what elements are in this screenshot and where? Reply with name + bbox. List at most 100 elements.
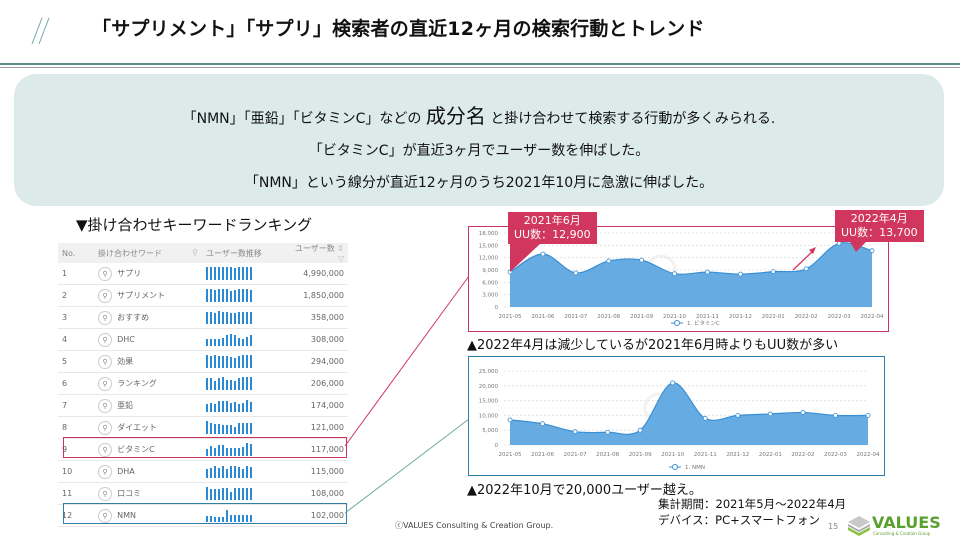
rank-number: 2 [58,284,94,307]
keyword-cell[interactable]: ⚲ 口コミ [94,482,202,505]
search-icon[interactable]: ⚲ [98,354,112,369]
svg-text:2022-01: 2022-01 [762,314,785,320]
search-icon[interactable]: ⚲ [98,310,112,325]
search-icon[interactable]: ⚲ [98,442,112,457]
svg-text:2021-08: 2021-08 [596,452,619,458]
page-number: 15 [828,522,839,531]
search-icon[interactable]: ⚲ [98,420,112,435]
user-count: 294,000 [288,350,348,373]
keyword-cell[interactable]: ⚲ 効果 [94,350,202,373]
table-row[interactable]: 4 ⚲ DHC 308,000 [58,328,348,351]
svg-text:2021-12: 2021-12 [726,452,749,458]
callout-pointer-left [510,244,540,272]
keyword-cell[interactable]: ⚲ おすすめ [94,306,202,329]
keyword-label: DHC [117,334,135,344]
search-icon[interactable]: ⚲ [98,486,112,501]
keyword-cell[interactable]: ⚲ NMN [94,504,202,527]
trend-sparkline [202,460,288,483]
trend-sparkline [202,394,288,417]
svg-text:0: 0 [495,305,499,311]
svg-text:2021-08: 2021-08 [597,314,620,320]
svg-text:2021-11: 2021-11 [696,314,719,320]
svg-text:10,000: 10,000 [479,413,499,419]
search-icon[interactable]: ⚲ [98,398,112,413]
keyword-cell[interactable]: ⚲ DHA [94,460,202,483]
col-word[interactable]: 掛け合わせワード ⚲ [94,243,202,263]
keyword-label: サプリメント [117,290,166,300]
col-users[interactable]: ユーザー数 ⇕ ▽ [288,243,348,263]
table-row[interactable]: 8 ⚲ ダイエット 121,000 [58,416,348,439]
search-icon[interactable]: ⚲ [192,247,198,257]
keyword-cell[interactable]: ⚲ 亜鉛 [94,394,202,417]
table-row[interactable]: 12 ⚲ NMN 102,000 [58,504,348,527]
rank-number: 1 [58,263,94,285]
rank-number: 8 [58,416,94,439]
search-icon[interactable]: ⚲ [98,288,112,303]
keyword-label: ダイエット [117,422,158,432]
rank-number: 10 [58,460,94,483]
keyword-cell[interactable]: ⚲ DHC [94,328,202,351]
keyword-label: NMN [117,510,136,520]
svg-text:2021-07: 2021-07 [564,452,587,458]
svg-text:5,000: 5,000 [482,428,498,434]
callout-june-2021: 2021年6月 UU数：12,900 [508,212,597,244]
svg-text:1. NMN: 1. NMN [685,465,705,471]
svg-text:2022-01: 2022-01 [759,452,782,458]
user-count: 1,850,000 [288,284,348,307]
logo-mark-icon [848,516,870,536]
rank-number: 3 [58,306,94,329]
period-label: 集計期間：2021年5月～2022年4月 [658,497,847,511]
table-row[interactable]: 11 ⚲ 口コミ 108,000 [58,482,348,505]
svg-text:2021-10: 2021-10 [661,452,684,458]
keyword-label: サプリ [117,268,142,278]
svg-text:2021-05: 2021-05 [499,452,522,458]
rank-number: 6 [58,372,94,395]
nmn-chart: 0 5,000 10,000 15,000 20,000 25,000 Dockpit 202… [468,356,885,476]
svg-text:1. ビタミンC: 1. ビタミンC [687,319,720,327]
callout-pointer-right [850,242,866,252]
table-row[interactable]: 9 ⚲ ビタミンC 117,000 [58,438,348,461]
trend-sparkline [202,504,288,527]
svg-text:9,000: 9,000 [482,268,498,274]
keyword-label: 口コミ [117,488,142,498]
vitaminc-chart: 0 3,000 6,000 9,000 12,000 15,000 18,000 Dockpi… [468,226,889,332]
svg-text:15,000: 15,000 [479,243,499,249]
keyword-cell[interactable]: ⚲ ランキング [94,372,202,395]
svg-text:2022-04: 2022-04 [861,314,884,320]
keyword-cell[interactable]: ⚲ ダイエット [94,416,202,439]
table-row[interactable]: 7 ⚲ 亜鉛 174,000 [58,394,348,417]
keyword-cell[interactable]: ⚲ サプリメント [94,284,202,307]
table-row[interactable]: 1 ⚲ サプリ 4,990,000 [58,263,348,285]
keyword-cell[interactable]: ⚲ サプリ [94,263,202,285]
svg-text:2021-06: 2021-06 [531,314,554,320]
table-row[interactable]: 2 ⚲ サプリメント 1,850,000 [58,284,348,307]
svg-text:2021-06: 2021-06 [531,452,554,458]
search-icon[interactable]: ⚲ [98,508,112,523]
trend-sparkline [202,372,288,395]
user-count: 121,000 [288,416,348,439]
trend-sparkline [202,328,288,351]
search-icon[interactable]: ⚲ [98,332,112,347]
sort-icon[interactable]: ⇕ [337,244,344,253]
filter-icon[interactable]: ▽ [337,254,344,263]
user-count: 102,000 [288,504,348,527]
summary-line-3: 「NMN」という線分が直近12ヶ月のうち2021年10月に急激に伸ばした。 [244,175,714,191]
table-row[interactable]: 6 ⚲ ランキング 206,000 [58,372,348,395]
svg-text:2022-02: 2022-02 [795,314,818,320]
trend-sparkline [202,263,288,285]
table-row[interactable]: 10 ⚲ DHA 115,000 [58,460,348,483]
search-icon[interactable]: ⚲ [98,376,112,391]
copyright: ⓒVALUES Consulting & Creation Group. [395,521,554,530]
svg-text:2022-03: 2022-03 [828,314,851,320]
search-icon[interactable]: ⚲ [98,464,112,479]
search-icon[interactable]: ⚲ [98,266,112,281]
table-row[interactable]: 5 ⚲ 効果 294,000 [58,350,348,373]
svg-text:2021-11: 2021-11 [694,452,717,458]
keyword-cell[interactable]: ⚲ ビタミンC [94,438,202,461]
summary-line-1: 「NMN」「亜鉛」「ビタミンC」などの 成分名 と掛け合わせて検索する行動が多く… [182,104,776,128]
table-row[interactable]: 3 ⚲ おすすめ 358,000 [58,306,348,329]
values-logo: VALUES Consulting & Creation Group [846,513,941,539]
svg-text:2021-09: 2021-09 [629,452,652,458]
ranking-title: ▼掛け合わせキーワードランキング [76,216,313,234]
callout-april-2022: 2022年4月 UU数：13,700 [835,210,924,242]
